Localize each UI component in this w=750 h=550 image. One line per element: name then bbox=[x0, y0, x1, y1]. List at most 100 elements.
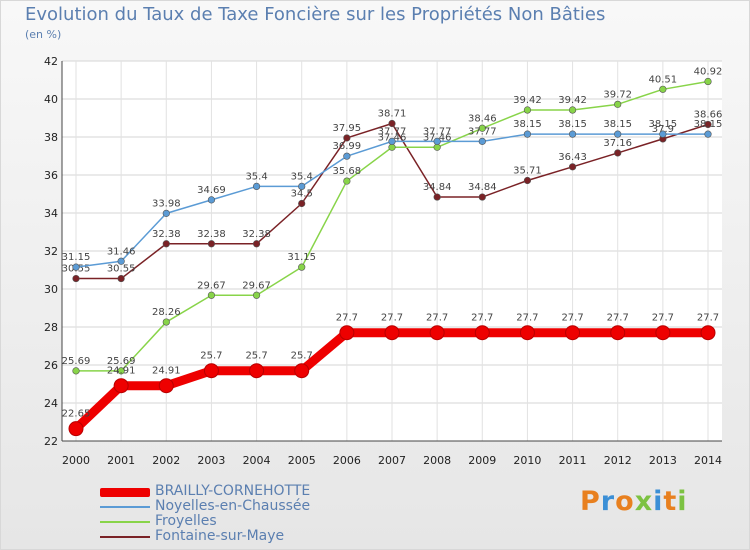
data-point bbox=[113, 378, 129, 394]
data-point bbox=[384, 325, 400, 341]
data-label: 27.7 bbox=[516, 313, 538, 324]
y-tick-label: 26 bbox=[44, 359, 58, 372]
data-point bbox=[565, 325, 581, 341]
data-point bbox=[388, 119, 396, 128]
data-label: 27.7 bbox=[697, 313, 719, 324]
data-label: 35.71 bbox=[513, 166, 542, 177]
data-point bbox=[343, 152, 351, 160]
data-label: 24.91 bbox=[107, 366, 136, 377]
data-point bbox=[252, 291, 261, 299]
data-label: 37.16 bbox=[603, 138, 632, 149]
logo-letter: i bbox=[653, 486, 664, 517]
data-point bbox=[158, 378, 174, 394]
data-label: 29.67 bbox=[242, 280, 271, 291]
data-point bbox=[610, 325, 626, 341]
data-point bbox=[162, 318, 170, 326]
data-point bbox=[614, 100, 622, 108]
data-point bbox=[203, 363, 219, 379]
x-tick-label: 2009 bbox=[468, 454, 496, 467]
logo-letter: o bbox=[615, 486, 635, 517]
data-point bbox=[700, 325, 716, 341]
data-label: 38.71 bbox=[378, 109, 407, 120]
legend-label: Noyelles-en-Chaussée bbox=[155, 498, 311, 514]
data-label: 27.7 bbox=[471, 313, 493, 324]
x-tick-label: 2014 bbox=[694, 454, 722, 467]
data-label: 33.98 bbox=[152, 198, 181, 209]
data-point bbox=[249, 363, 265, 379]
data-label: 32.38 bbox=[242, 229, 271, 240]
legend-swatch bbox=[100, 506, 150, 508]
y-tick-label: 30 bbox=[44, 283, 58, 296]
data-label: 36.99 bbox=[333, 141, 362, 152]
data-label: 34.5 bbox=[291, 189, 313, 200]
data-label: 37.9 bbox=[652, 124, 674, 135]
data-label: 37.46 bbox=[423, 132, 452, 143]
x-tick-label: 2006 bbox=[333, 454, 361, 467]
data-point bbox=[614, 130, 622, 138]
data-label: 31.46 bbox=[107, 246, 136, 257]
data-point bbox=[704, 130, 712, 138]
legend-label: BRAILLY-CORNEHOTTE bbox=[155, 483, 311, 499]
data-label: 31.15 bbox=[287, 252, 316, 263]
line-chart: 22 24 26 28 30 32 34 36 38 40 42 2000 2001 2002 2003 20… bbox=[44, 55, 723, 467]
x-tick-label: 2012 bbox=[604, 454, 632, 467]
data-point bbox=[614, 149, 622, 157]
data-point bbox=[343, 177, 351, 185]
data-label: 31.15 bbox=[62, 252, 91, 263]
data-point bbox=[207, 196, 216, 204]
data-label: 25.69 bbox=[62, 356, 91, 367]
series-brailly-cornehotte: 22.65 24.91 24.91 25.7 25.7 25.7 27.7 27.7 27.7 2… bbox=[62, 313, 719, 437]
data-point bbox=[388, 137, 396, 145]
logo-letter: P bbox=[580, 486, 601, 517]
data-label: 39.42 bbox=[558, 95, 587, 106]
data-label: 25.7 bbox=[245, 351, 267, 362]
data-label: 40.51 bbox=[649, 74, 678, 85]
data-label: 35.4 bbox=[245, 171, 267, 182]
data-label: 22.65 bbox=[62, 409, 91, 420]
data-label: 27.7 bbox=[561, 313, 583, 324]
data-point bbox=[568, 163, 577, 171]
data-label: 32.38 bbox=[152, 229, 181, 240]
data-point bbox=[117, 257, 125, 265]
data-label: 29.67 bbox=[197, 280, 226, 291]
data-point bbox=[704, 120, 712, 129]
data-label: 27.7 bbox=[336, 313, 358, 324]
data-point bbox=[117, 274, 125, 283]
data-point bbox=[72, 263, 80, 271]
data-point bbox=[343, 134, 351, 142]
data-point bbox=[117, 367, 125, 375]
data-label: 27.7 bbox=[426, 313, 448, 324]
data-label: 27.7 bbox=[381, 313, 403, 324]
data-label: 37.77 bbox=[423, 126, 452, 137]
data-point bbox=[162, 240, 170, 248]
y-tick-label: 28 bbox=[44, 321, 58, 334]
x-tick-label: 2005 bbox=[288, 454, 316, 467]
data-point bbox=[478, 137, 486, 145]
data-point bbox=[294, 363, 310, 379]
data-label: 40.92 bbox=[694, 67, 723, 78]
data-point bbox=[523, 106, 532, 114]
data-label: 38.15 bbox=[603, 119, 632, 130]
x-tick-label: 2013 bbox=[649, 454, 677, 467]
data-label: 24.91 bbox=[152, 366, 181, 377]
proxiti-logo: Proxiti bbox=[580, 486, 688, 517]
data-label: 39.72 bbox=[603, 89, 632, 100]
legend-swatch bbox=[100, 521, 150, 523]
chart-title: Evolution du Taux de Taxe Foncière sur l… bbox=[25, 4, 606, 25]
legend-swatch bbox=[100, 488, 150, 497]
data-point bbox=[523, 130, 532, 138]
data-label: 36.43 bbox=[558, 152, 587, 163]
logo-letter: r bbox=[600, 486, 616, 517]
x-tick-label: 2010 bbox=[513, 454, 541, 467]
data-point bbox=[207, 240, 216, 248]
y-tick-label: 24 bbox=[44, 397, 58, 410]
data-label: 34.69 bbox=[197, 185, 226, 196]
y-tick-label: 32 bbox=[44, 245, 58, 258]
logo-letter: i bbox=[677, 486, 688, 517]
data-label: 38.66 bbox=[694, 109, 723, 120]
logo-letter: x bbox=[634, 486, 654, 517]
data-point bbox=[252, 240, 261, 248]
x-tick-label: 2003 bbox=[197, 454, 225, 467]
data-point bbox=[478, 124, 486, 132]
